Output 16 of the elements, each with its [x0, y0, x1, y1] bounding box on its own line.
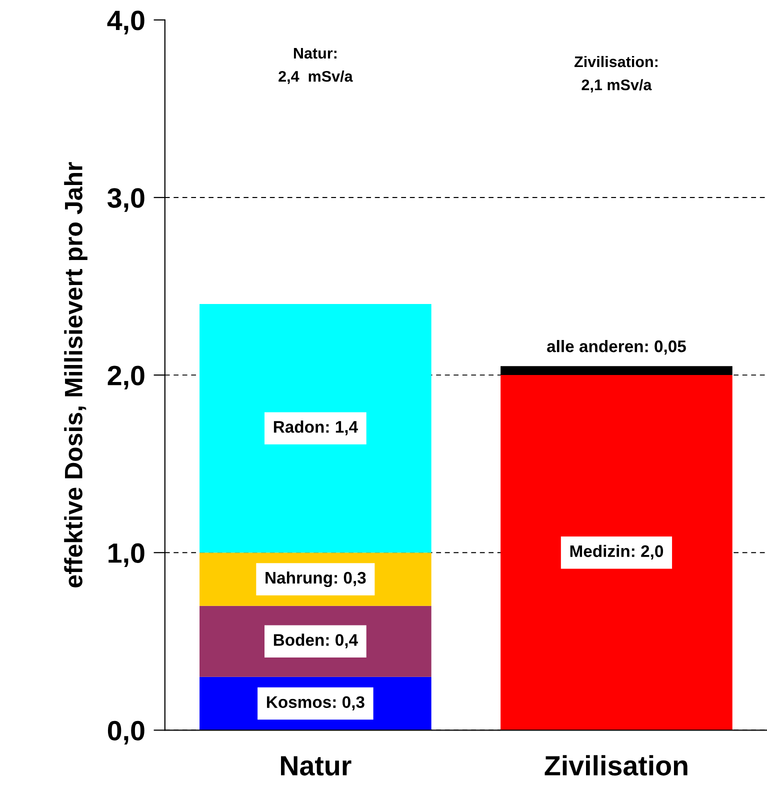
data-label: Kosmos: 0,3	[266, 696, 364, 710]
y-tick-label: 0,0	[108, 720, 144, 745]
x-tick-label: Zivilisation	[544, 755, 688, 776]
data-label: Boden: 0,4	[274, 634, 358, 648]
y-tick-label: 2,0	[108, 366, 144, 390]
y-tick-label: 3,0	[107, 188, 144, 212]
y-tick-label: 1,0	[108, 543, 144, 567]
data-label: Nahrung: 0,3	[266, 571, 366, 588]
data-label: Medizin: 2,0	[570, 544, 664, 560]
y-tick-label: 4,0	[107, 10, 144, 34]
annotation: Natur: 2,4 mSv/a	[278, 48, 353, 84]
annotation: Zivilisation: 2,1 mSv/a	[574, 56, 658, 93]
data-label: alle anderen: 0,05	[547, 340, 686, 355]
y-axis-title: effektive Dosis, Millisievert pro Jahr	[64, 162, 88, 588]
x-tick-label: Natur	[281, 756, 352, 776]
data-label: Radon: 1,4	[274, 420, 358, 436]
